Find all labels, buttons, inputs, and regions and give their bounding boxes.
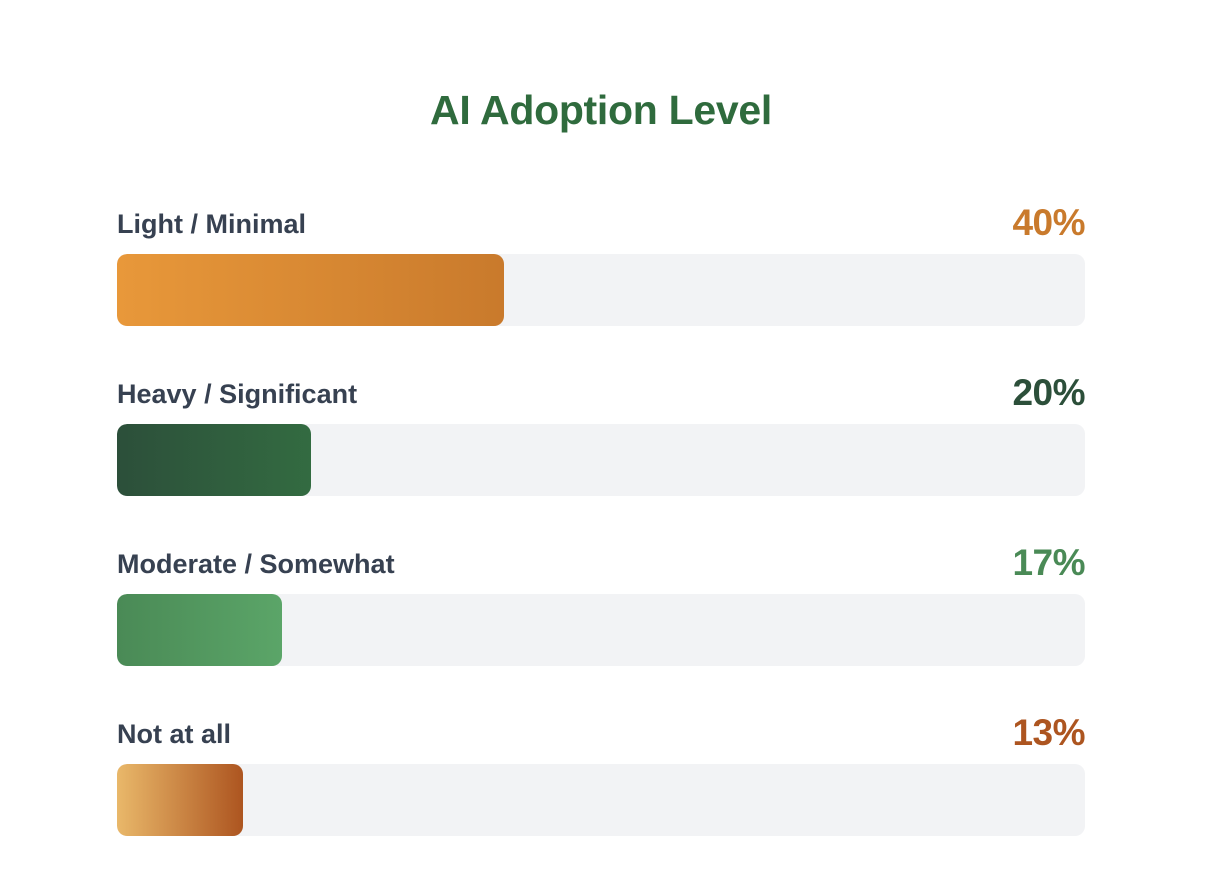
- bar: [117, 764, 243, 836]
- bar-track: [117, 424, 1085, 496]
- bar-row: Moderate / Somewhat 17%: [117, 542, 1085, 696]
- bar-row: Heavy / Significant 20%: [117, 372, 1085, 526]
- bar-label: Moderate / Somewhat: [117, 549, 395, 579]
- bar-track: [117, 254, 1085, 326]
- bar-value-label: 20%: [1012, 372, 1085, 413]
- bar-row: Not at all 13%: [117, 712, 1085, 866]
- bar-row: Light / Minimal 40%: [117, 202, 1085, 356]
- bar-label: Heavy / Significant: [117, 379, 358, 409]
- bar: [117, 594, 282, 666]
- chart-title: AI Adoption Level: [430, 87, 772, 133]
- bar-label: Not at all: [117, 719, 232, 749]
- bar: [117, 424, 311, 496]
- bar-value-label: 13%: [1012, 712, 1085, 753]
- bar-value-label: 17%: [1012, 542, 1085, 583]
- bar-track: [117, 764, 1085, 836]
- bar-label: Light / Minimal: [117, 209, 306, 239]
- bar-track: [117, 594, 1085, 666]
- bar: [117, 254, 504, 326]
- bar-value-label: 40%: [1012, 202, 1085, 243]
